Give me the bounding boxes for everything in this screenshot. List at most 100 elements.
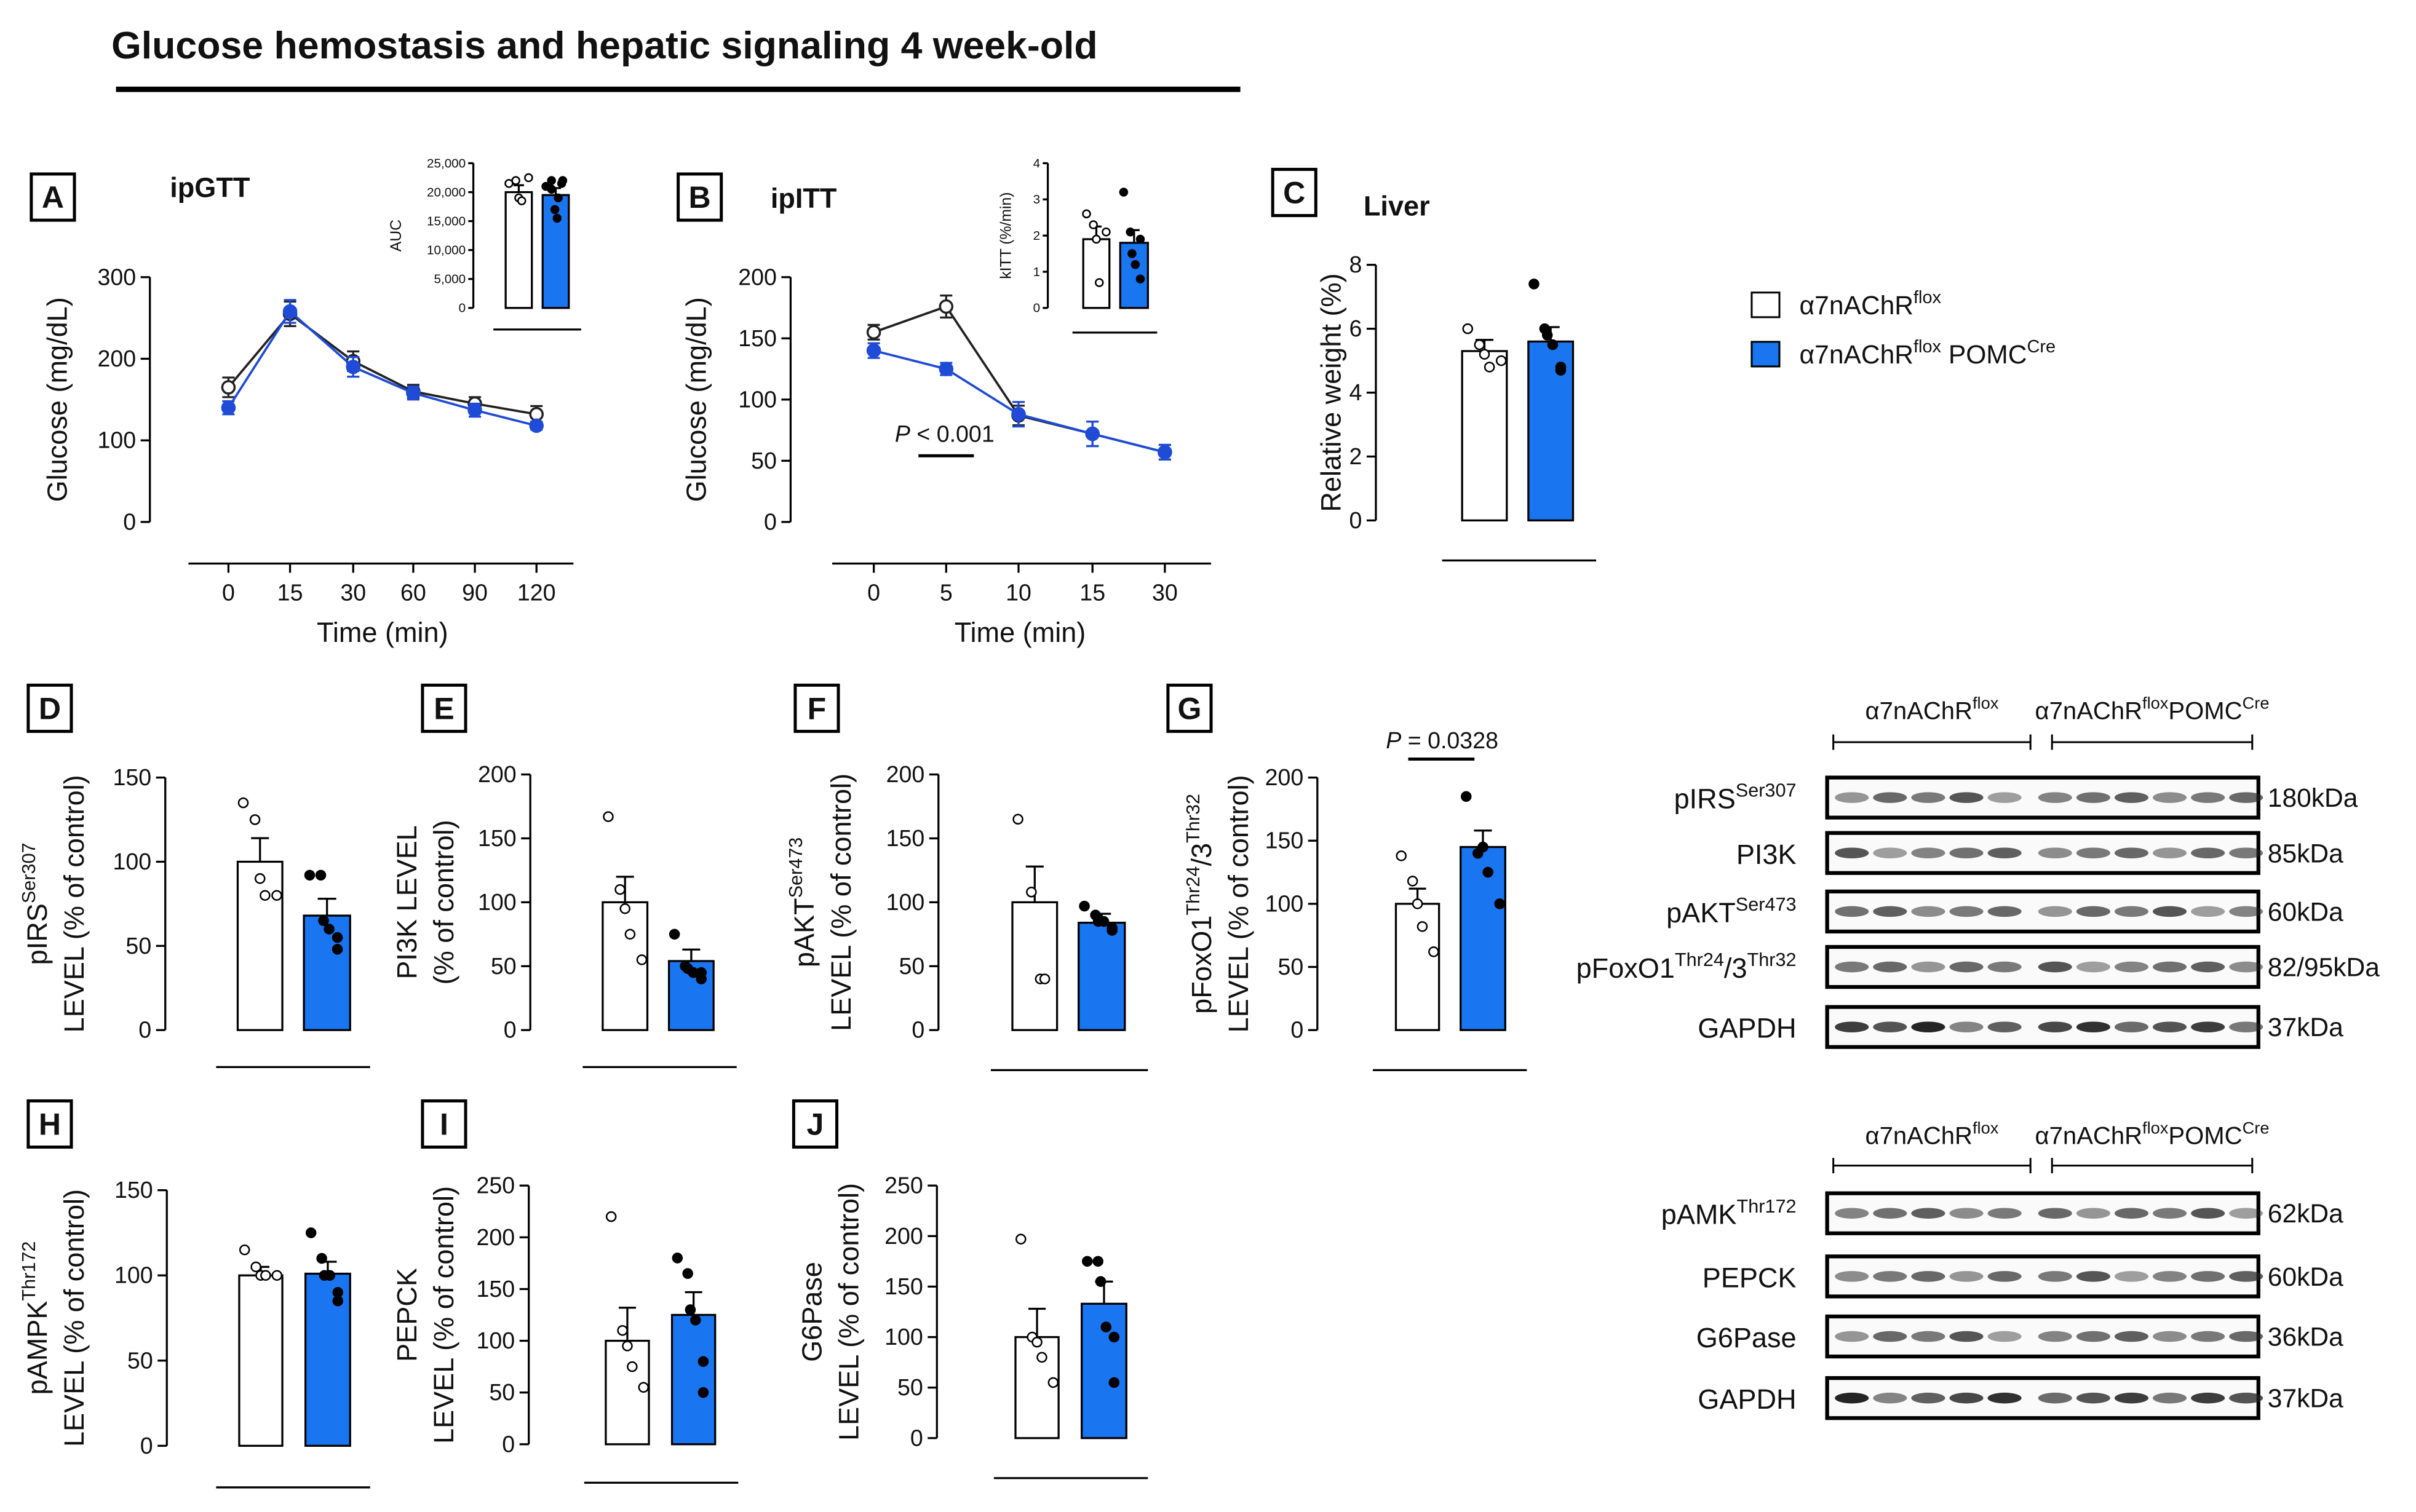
y-tick-label: 150 [113, 764, 152, 790]
blot-band [2229, 792, 2263, 803]
individual-point [1462, 323, 1474, 334]
individual-point [1082, 209, 1091, 219]
panel-letter-box [793, 683, 840, 733]
blot-band [2038, 906, 2072, 917]
blot-band [2191, 1331, 2225, 1342]
y-tick-label: 250 [884, 1173, 923, 1198]
text-segment: PEPCK [1703, 1262, 1797, 1293]
individual-point [1102, 227, 1111, 237]
blot-band [2191, 906, 2225, 917]
individual-point [1547, 339, 1559, 350]
blot-band [1949, 1392, 1984, 1404]
data-point [406, 386, 421, 400]
individual-point [1092, 1256, 1103, 1267]
y-tick-label: 150 [1265, 828, 1304, 853]
y-tick-label: 100 [884, 1324, 923, 1350]
blot-band [2191, 847, 2225, 859]
individual-point [511, 176, 520, 185]
blot-group-label: α7nAChRfloxPOMCCre [2035, 694, 2270, 725]
y-tick-label: 200 [1265, 764, 1304, 790]
text-segment: flox [1913, 288, 1942, 307]
y-tick-label: 150 [114, 1177, 153, 1203]
text-segment: flox [1913, 337, 1942, 357]
panel-letter: C [1283, 176, 1305, 210]
panel-letter: F [808, 691, 827, 726]
blot-row-label: pAMKThr172 [1661, 1196, 1797, 1230]
panel-letter-box [421, 683, 467, 733]
blot-band [2152, 906, 2187, 917]
individual-point [1095, 1276, 1107, 1287]
individual-point [249, 814, 261, 825]
y-tick-label: 300 [98, 264, 137, 290]
blot-band [2114, 792, 2148, 803]
text-segment: kITT (%/min) [998, 192, 1014, 279]
blot-band [1949, 1021, 1984, 1032]
annotation: P < 0.001 [895, 421, 995, 447]
individual-point [271, 890, 282, 901]
text-segment: LEVEL (% of control) [428, 1186, 459, 1444]
text-segment: Relative weight (%) [1315, 273, 1346, 512]
panel-letter-box [792, 1099, 839, 1149]
y-tick-label: 100 [478, 889, 517, 915]
blot-band [1835, 1392, 1869, 1404]
individual-point [1428, 946, 1439, 957]
y-axis-label: Relative weight (%) [1315, 273, 1346, 512]
text-segment: GAPDH [1698, 1013, 1796, 1044]
individual-point [1396, 850, 1407, 861]
blot-band [1987, 1392, 2022, 1404]
blot-band [1835, 1021, 1869, 1032]
y-tick-label: 150 [884, 1273, 923, 1299]
blot-band [2229, 1392, 2263, 1404]
individual-point [332, 1296, 344, 1307]
blot-kda: 62kDa [2268, 1199, 2343, 1229]
legend-label: α7nAChRflox POMCCre [1800, 337, 2056, 370]
y-tick-label: 25,000 [427, 156, 466, 170]
data-point [221, 380, 236, 395]
blot-kda: 37kDa [2268, 1013, 2343, 1042]
blot-band [2191, 1021, 2225, 1032]
blot-band [2114, 847, 2148, 859]
y-tick-label: 100 [886, 889, 925, 915]
individual-point [554, 193, 563, 203]
data-point [939, 362, 954, 376]
blot-band [2038, 847, 2072, 859]
blot-band [1949, 1208, 1984, 1219]
individual-point [316, 1253, 327, 1264]
x-axis-label: Time (min) [317, 617, 448, 648]
individual-point [260, 890, 271, 901]
blot-band [1835, 1208, 1869, 1219]
text-segment: /3 [1724, 952, 1747, 984]
individual-point [1031, 1336, 1043, 1348]
data-point [866, 325, 881, 340]
y-tick-label: 200 [738, 264, 777, 290]
blot-band [2114, 1392, 2148, 1404]
individual-point [1495, 355, 1507, 366]
text-segment: α7nAChR [2035, 1123, 2143, 1150]
text-segment: < 0.001 [910, 421, 995, 447]
blot-band [1987, 961, 2022, 973]
individual-point [1100, 1321, 1112, 1332]
individual-point [557, 179, 566, 188]
panel-letter: D [39, 691, 61, 726]
bar [504, 191, 533, 309]
legend-swatch [1750, 341, 1781, 368]
blot-kda: 85kDa [2268, 839, 2343, 868]
blot-band [1911, 1271, 1945, 1282]
x-axis-label: Time (min) [955, 617, 1086, 648]
individual-point [672, 1253, 683, 1264]
text-segment: pAKT [789, 898, 820, 967]
y-tick-label: 150 [738, 325, 777, 351]
blot-band [2229, 1021, 2263, 1032]
blot-band [1911, 1208, 1945, 1219]
blot-row-label: GAPDH [1698, 1013, 1796, 1044]
panel-letter: A [42, 180, 64, 215]
panel-title: ipITT [771, 183, 837, 214]
text-segment: Cre [2243, 1118, 2270, 1138]
blot-band [2076, 847, 2110, 859]
y-axis-label: (% of control) [428, 820, 459, 984]
y-tick-label: 0 [138, 1017, 151, 1043]
bar [1527, 340, 1575, 522]
blot-band [2191, 1392, 2225, 1404]
blot-band [2038, 1331, 2072, 1342]
y-tick-label: 0 [912, 1017, 924, 1043]
